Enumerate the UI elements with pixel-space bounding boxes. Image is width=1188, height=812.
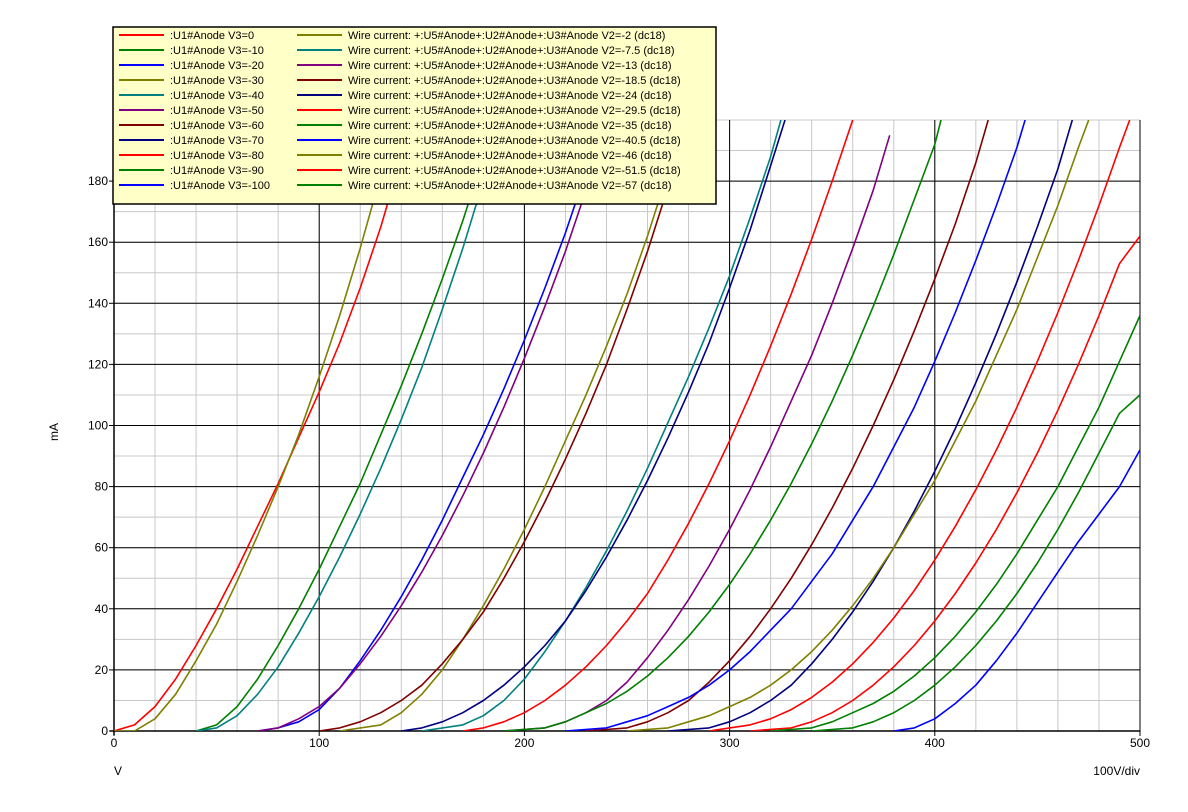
y-tick-label: 20 xyxy=(95,663,109,677)
series-line-2 xyxy=(195,120,497,731)
y-axis-label: mA xyxy=(47,423,61,441)
series-line-17 xyxy=(462,120,854,731)
legend-label: Wire current: +:U5#Anode+:U2#Anode+:U3#A… xyxy=(348,60,671,72)
legend-label: :U1#Anode V3=-50 xyxy=(170,105,264,117)
series-line-12 xyxy=(114,120,394,731)
series-line-19 xyxy=(565,120,1026,731)
legend-label: Wire current: +:U5#Anode+:U2#Anode+:U3#A… xyxy=(348,135,681,147)
x-tick-label: 0 xyxy=(111,736,118,750)
series-line-10 xyxy=(811,394,1140,731)
series-line-6 xyxy=(503,135,891,731)
series-line-11 xyxy=(893,449,1140,731)
legend-label: Wire current: +:U5#Anode+:U2#Anode+:U3#A… xyxy=(348,165,681,177)
legend-label: :U1#Anode V3=-20 xyxy=(170,60,264,72)
series-line-21 xyxy=(708,120,1131,731)
series-line-16 xyxy=(401,120,786,731)
tick-labels: 0 100 200 300 400 500 0 20 40 60 80 100 120 140 160 180 xyxy=(88,174,1150,750)
x-tick-label: 300 xyxy=(720,736,740,750)
legend-label: :U1#Anode V3=-60 xyxy=(170,120,264,132)
series-line-5 xyxy=(421,120,782,731)
y-tick-label: 40 xyxy=(95,602,109,616)
x-axis-label: V xyxy=(114,764,122,778)
legend-box xyxy=(112,26,717,205)
series-line-15 xyxy=(319,120,690,731)
y-tick-label: 160 xyxy=(88,235,108,249)
legend-label: Wire current: +:U5#Anode+:U2#Anode+:U3#A… xyxy=(348,90,671,102)
legend-label: Wire current: +:U5#Anode+:U2#Anode+:U3#A… xyxy=(348,75,681,87)
series-line-14 xyxy=(257,120,610,731)
legend-label: :U1#Anode V3=-100 xyxy=(170,180,270,192)
legend-label: Wire current: +:U5#Anode+:U2#Anode+:U3#A… xyxy=(348,105,681,117)
legend-label: Wire current: +:U5#Anode+:U2#Anode+:U3#A… xyxy=(348,45,675,57)
legend-label: :U1#Anode V3=-10 xyxy=(170,45,264,57)
legend: :U1#Anode V3=0 :U1#Anode V3=-10 :U1#Anode … xyxy=(112,26,717,205)
series-line-4 xyxy=(339,120,686,731)
grid xyxy=(113,119,1141,732)
legend-label: :U1#Anode V3=0 xyxy=(170,30,254,42)
series-lines xyxy=(114,120,1140,731)
legend-label: :U1#Anode V3=-40 xyxy=(170,90,264,102)
x-tick-label: 200 xyxy=(514,736,534,750)
series-line-8 xyxy=(667,120,1074,731)
y-tick-label: 0 xyxy=(101,724,108,738)
y-tick-label: 100 xyxy=(88,419,108,433)
legend-label: :U1#Anode V3=-80 xyxy=(170,150,264,162)
y-tick-label: 60 xyxy=(95,541,109,555)
series-line-9 xyxy=(750,235,1140,731)
series-line-13 xyxy=(195,120,501,731)
y-tick-label: 120 xyxy=(88,357,108,371)
y-tick-label: 180 xyxy=(88,174,108,188)
y-tick-label: 80 xyxy=(95,480,109,494)
x-tick-label: 500 xyxy=(1130,736,1150,750)
x-tick-label: 400 xyxy=(925,736,945,750)
series-line-7 xyxy=(585,120,989,731)
legend-label: Wire current: +:U5#Anode+:U2#Anode+:U3#A… xyxy=(348,30,665,42)
legend-label: :U1#Anode V3=-70 xyxy=(170,135,264,147)
y-tick-label: 140 xyxy=(88,296,108,310)
x-tick-label: 100 xyxy=(309,736,329,750)
legend-label: :U1#Anode V3=-90 xyxy=(170,165,264,177)
series-line-20 xyxy=(626,120,1090,731)
x-scale-label: 100V/div xyxy=(1093,764,1140,778)
series-line-1 xyxy=(114,120,413,731)
series-line-18 xyxy=(503,120,942,731)
legend-label: :U1#Anode V3=-30 xyxy=(170,75,264,87)
series-line-3 xyxy=(257,120,604,731)
legend-label: Wire current: +:U5#Anode+:U2#Anode+:U3#A… xyxy=(348,120,671,132)
legend-label: Wire current: +:U5#Anode+:U2#Anode+:U3#A… xyxy=(348,180,671,192)
axes xyxy=(109,120,1141,736)
series-line-22 xyxy=(770,315,1140,731)
legend-label: Wire current: +:U5#Anode+:U2#Anode+:U3#A… xyxy=(348,150,671,162)
